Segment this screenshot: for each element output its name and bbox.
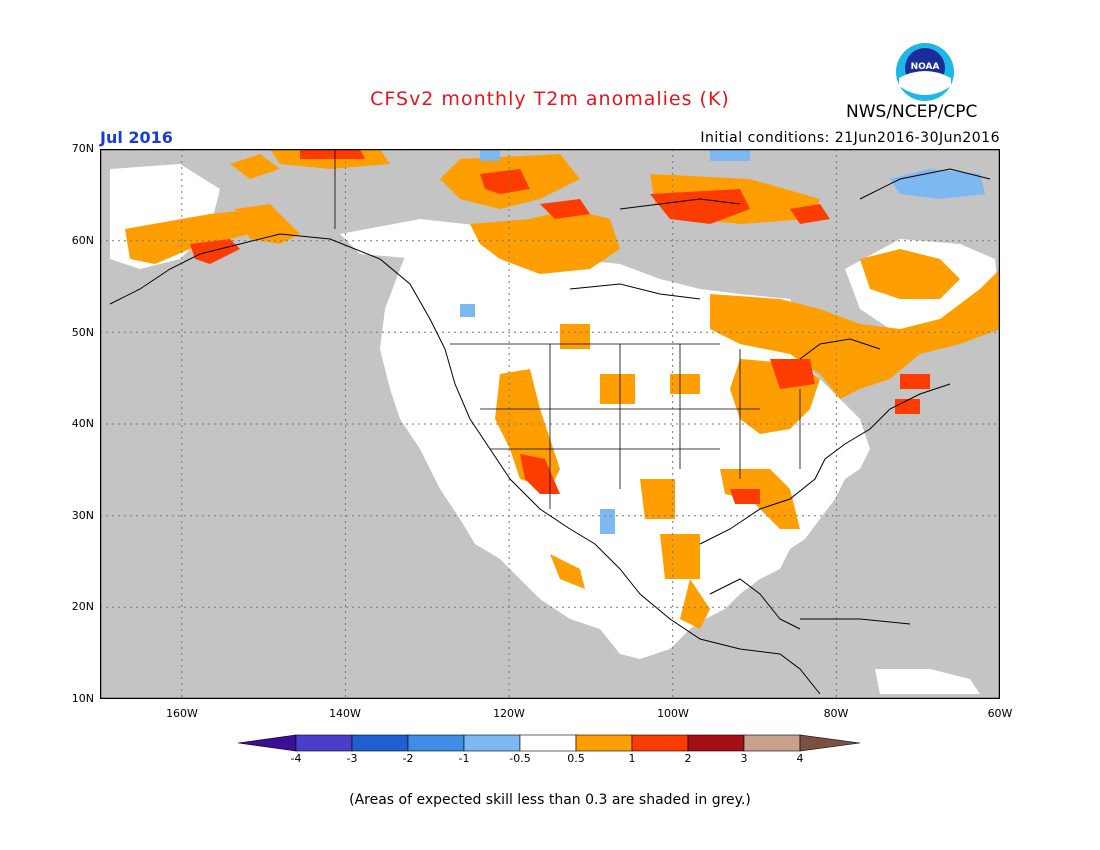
lat-label: 70N	[71, 142, 94, 155]
color-bar-label: -1	[458, 752, 470, 765]
color-bar-label: 0.5	[567, 752, 585, 765]
color-bar	[238, 734, 861, 752]
warm-anomaly-areas	[125, 149, 1000, 629]
color-bar-segment	[519, 734, 577, 752]
lat-label: 60N	[71, 234, 94, 247]
lon-label: 80W	[823, 707, 849, 720]
color-bar-segment	[575, 734, 633, 752]
color-bar-label: -4	[290, 752, 302, 765]
lon-label: 60W	[987, 707, 1013, 720]
coastlines	[109, 168, 991, 695]
forecast-month: Jul 2016	[100, 128, 173, 147]
chart-title: CFSv2 monthly T2m anomalies (K)	[370, 88, 730, 110]
color-bar-label: 2	[684, 752, 692, 765]
lon-label: 100W	[657, 707, 689, 720]
color-bar-label: 3	[740, 752, 748, 765]
skill-footnote: (Areas of expected skill less than 0.3 a…	[349, 792, 751, 808]
organization-label: NWS/NCEP/CPC	[846, 102, 978, 122]
initial-conditions-label: Initial conditions:	[700, 130, 830, 146]
anomaly-map	[100, 149, 1000, 699]
svg-text:NOAA: NOAA	[911, 62, 940, 72]
color-bar-segment	[407, 734, 465, 752]
lat-label: 50N	[71, 326, 94, 339]
noaa-logo: NOAA	[896, 43, 954, 101]
lon-label: 140W	[329, 707, 361, 720]
color-bar-label: 4	[796, 752, 804, 765]
color-bar-segment	[743, 734, 801, 752]
lon-label: 120W	[493, 707, 525, 720]
color-bar-label: -0.5	[509, 752, 531, 765]
lat-label: 40N	[71, 417, 94, 430]
color-bar-label: -3	[346, 752, 358, 765]
color-bar-segment	[351, 734, 409, 752]
color-bar-segment	[631, 734, 689, 752]
initial-conditions: Initial conditions: 21Jun2016-30Jun2016	[700, 130, 1000, 146]
color-bar-label: 1	[628, 752, 636, 765]
lat-label: 10N	[71, 692, 94, 705]
color-bar-segment	[463, 734, 521, 752]
lat-label: 20N	[71, 600, 94, 613]
color-bar-segment	[295, 734, 353, 752]
color-bar-segment	[687, 734, 745, 752]
lat-label: 30N	[71, 509, 94, 522]
color-bar-segment	[238, 734, 297, 752]
initial-conditions-value: 21Jun2016-30Jun2016	[834, 130, 1000, 146]
lon-label: 160W	[166, 707, 198, 720]
color-bar-segment	[799, 734, 861, 752]
political-borders	[334, 149, 801, 509]
color-bar-label: -2	[402, 752, 414, 765]
